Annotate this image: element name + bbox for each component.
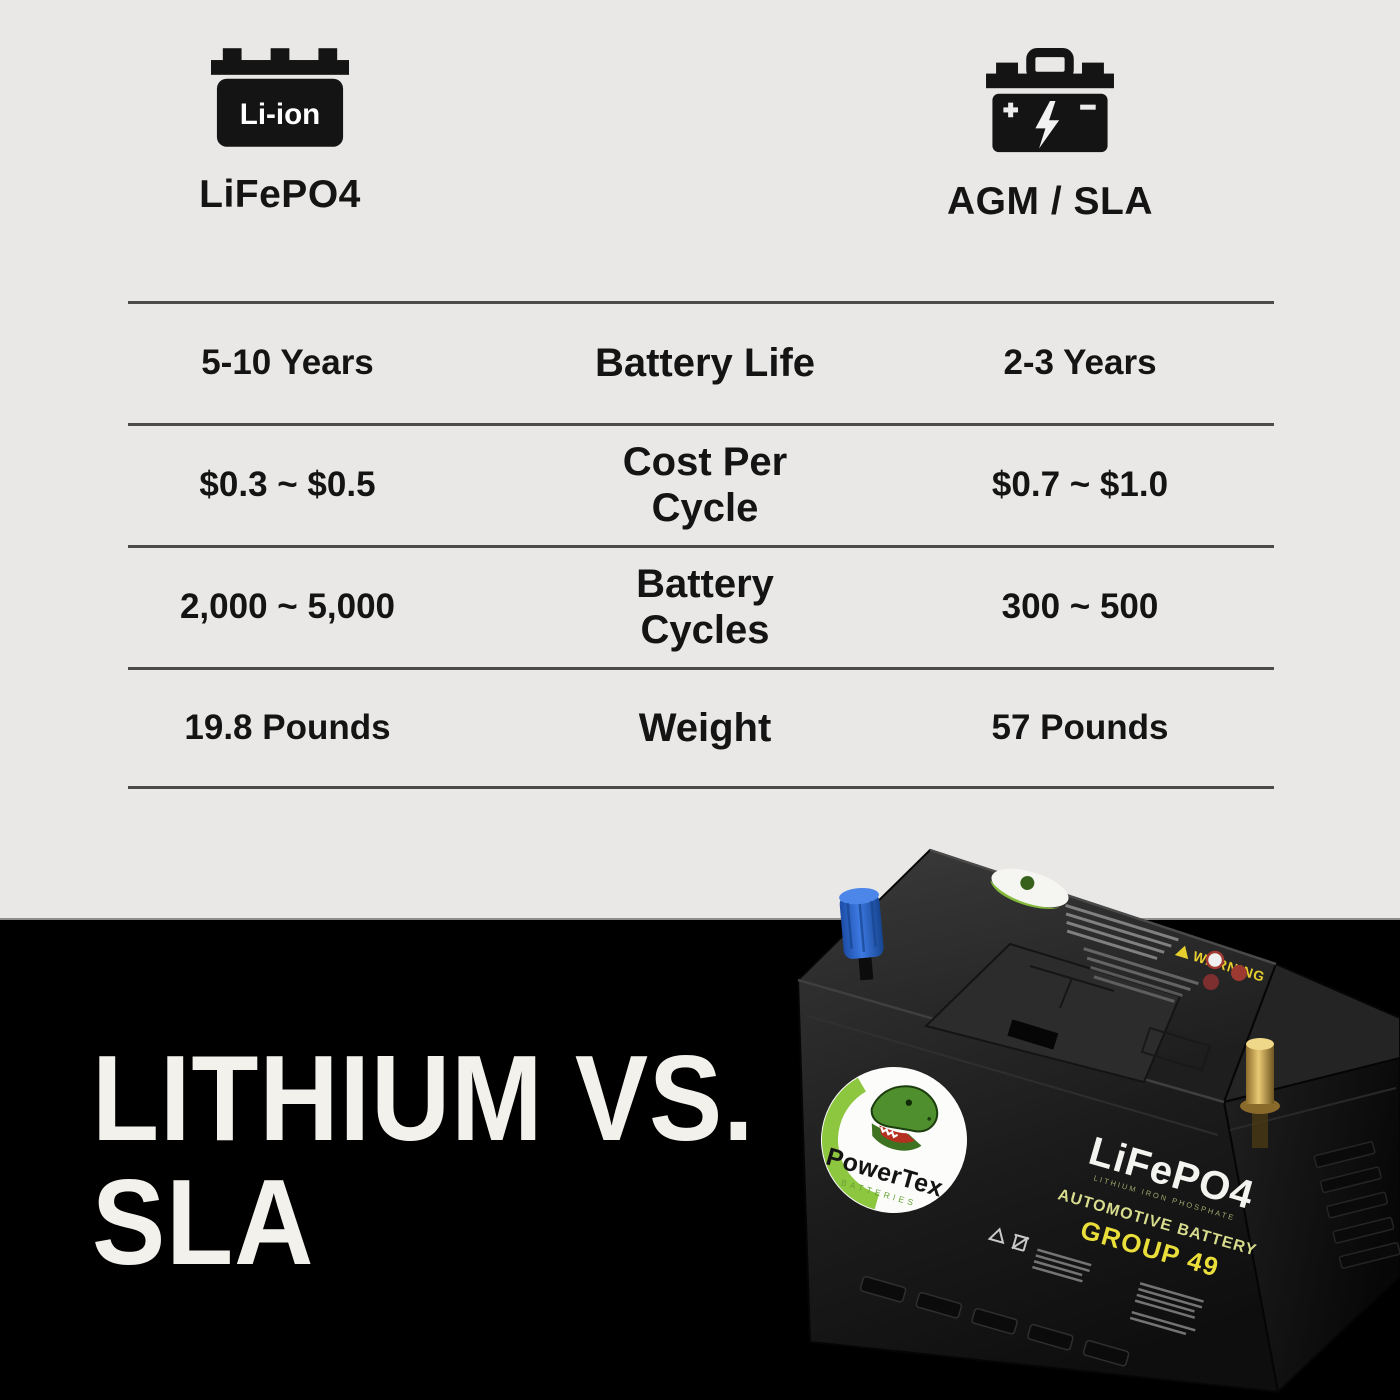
attribute-label: Battery Life	[594, 341, 816, 385]
minus-terminal-icon	[1080, 104, 1096, 110]
li-ion-icon-label: Li-ion	[240, 98, 320, 131]
divider-line	[128, 423, 1274, 426]
table-row: 19.8 Pounds Weight 57 Pounds	[0, 670, 1400, 785]
li-ion-battery-icon: Li-ion	[211, 48, 349, 147]
footer-title: LITHIUM VS. SLA	[92, 1036, 755, 1284]
header-column-lifepo4: Li-ion LiFePO4	[85, 48, 475, 217]
side-ribs	[1313, 1141, 1400, 1269]
blue-terminal-cap	[839, 887, 884, 981]
divider-line	[128, 786, 1274, 789]
lifepo4-value: 19.8 Pounds	[184, 707, 391, 747]
section-seam	[0, 918, 1400, 920]
spec-fine-print	[1032, 1248, 1204, 1336]
footer-title-line2: SLA	[92, 1154, 315, 1290]
lifepo4-value: 5-10 Years	[201, 343, 374, 382]
front-ribs	[859, 1275, 1130, 1367]
divider-line	[128, 545, 1274, 548]
table-row: $0.3 ~ $0.5 Cost Per Cycle $0.7 ~ $1.0	[0, 426, 1400, 544]
agm-value: 2-3 Years	[1003, 343, 1157, 382]
warning-fine-print	[1065, 904, 1199, 1003]
certification-icons	[1203, 950, 1247, 990]
warning-label: WARNING	[1065, 904, 1267, 1003]
attribute-label: Battery Cycles	[636, 562, 774, 652]
attribute-label: Cost Per Cycle	[622, 440, 788, 530]
lifepo4-header: LiFePO4	[199, 173, 361, 216]
warning-icon	[1174, 945, 1189, 960]
powertex-logo: PowerTex BATTERIES	[821, 1067, 967, 1213]
agm-value: 57 Pounds	[991, 707, 1169, 747]
lightning-bolt-icon	[1035, 101, 1060, 149]
trex-icon	[870, 1085, 939, 1151]
agm-value: 300 ~ 500	[1001, 587, 1159, 626]
battery-product-image: WARNING PowerTex BATTERIES	[796, 848, 1400, 1394]
brass-terminal-post	[1240, 1038, 1280, 1148]
footer-title-line1: LITHIUM VS.	[92, 1030, 755, 1166]
agm-sla-header: AGM / SLA	[947, 180, 1153, 223]
top-logo	[990, 868, 1069, 909]
plus-terminal-icon	[1003, 102, 1019, 118]
table-row: 2,000 ~ 5,000 Battery Cycles 300 ~ 500	[0, 548, 1400, 666]
header-column-agm: AGM / SLA	[855, 48, 1245, 224]
table-row: 5-10 Years Battery Life 2-3 Years	[0, 304, 1400, 422]
lifepo4-value: 2,000 ~ 5,000	[179, 587, 396, 626]
attribute-label: Weight	[638, 705, 772, 750]
recycle-icon	[987, 1227, 1030, 1252]
divider-line	[128, 301, 1274, 304]
lifepo4-value: $0.3 ~ $0.5	[199, 465, 376, 504]
agm-value: $0.7 ~ $1.0	[991, 465, 1169, 504]
handle-icon	[1026, 48, 1074, 81]
agm-battery-icon	[986, 48, 1114, 153]
comparison-section: Li-ion LiFePO4	[0, 48, 1400, 789]
divider-line	[128, 667, 1274, 670]
